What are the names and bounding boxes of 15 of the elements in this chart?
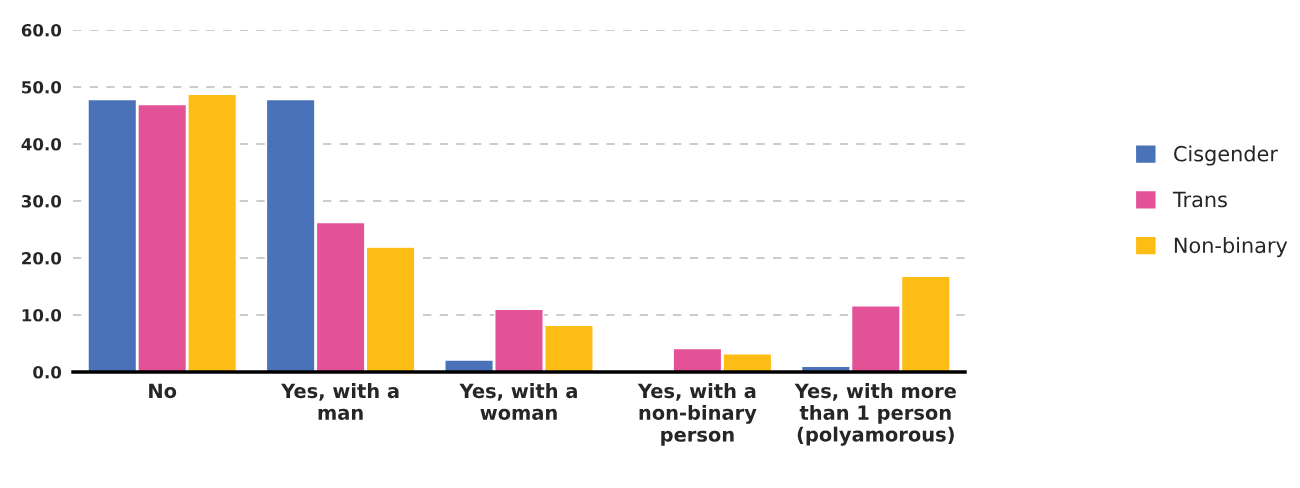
y-tick-label: 40.0: [21, 137, 62, 151]
x-tick-label: Yes, with a woman: [459, 383, 577, 420]
legend-label: Cisgender: [1174, 145, 1278, 166]
y-tick-label: 0.0: [33, 365, 62, 379]
x-tick-label: Yes, with more than 1 person (polyamorous): [794, 383, 956, 446]
y-tick-label: 60.0: [21, 23, 62, 37]
legend-label: Non-binary: [1174, 237, 1288, 258]
y-tick-label: 20.0: [22, 251, 62, 265]
y-tick-label: 50.0: [22, 80, 62, 94]
y-tick-label: 10.0: [22, 308, 62, 322]
x-tick-label: Yes, with a non-binary person: [637, 383, 757, 446]
x-tick-label: Yes, with a man: [280, 383, 399, 420]
x-tick-label: No: [149, 383, 177, 399]
y-tick-label: 30.0: [21, 194, 62, 208]
legend-label: Trans: [1172, 191, 1227, 208]
